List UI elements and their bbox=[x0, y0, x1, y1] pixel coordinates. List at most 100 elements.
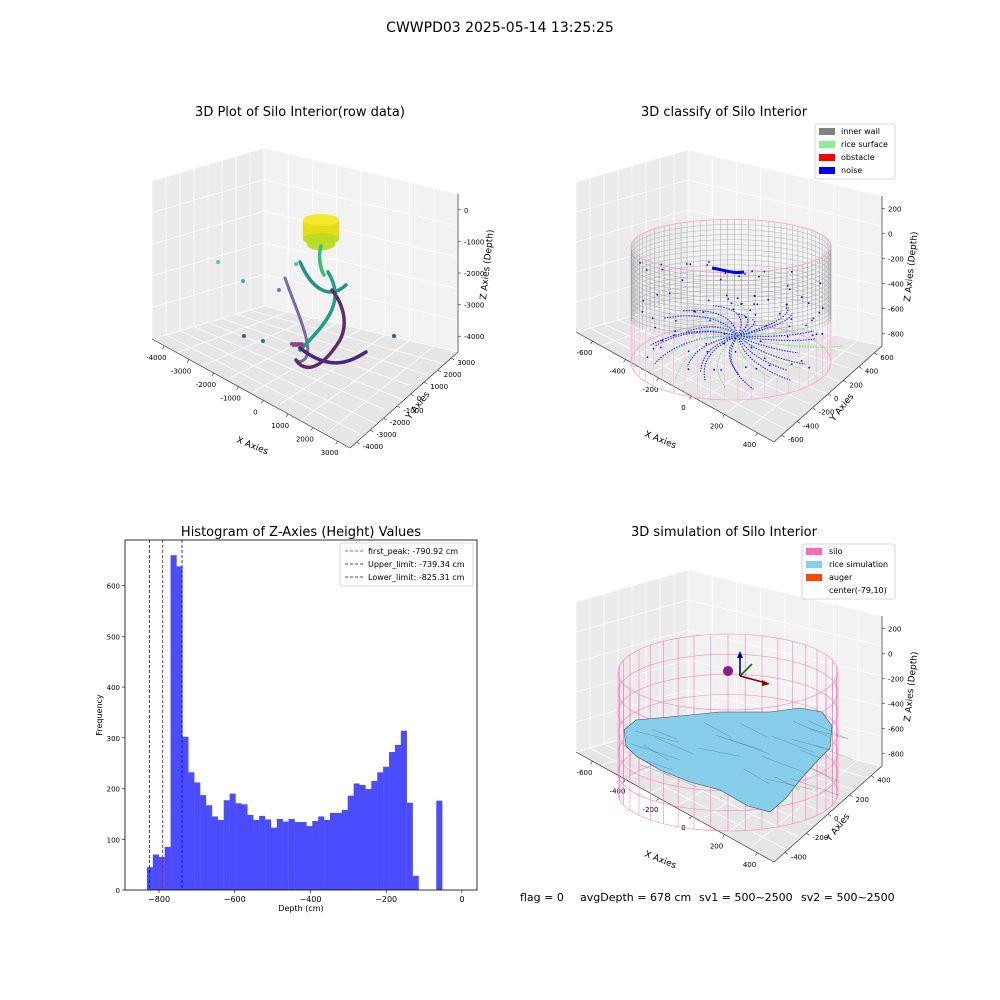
raw-y-tick bbox=[356, 441, 360, 445]
raw-grid-line bbox=[249, 309, 445, 365]
classify-noise-point bbox=[687, 350, 690, 353]
raw-x-tick bbox=[236, 386, 239, 390]
classify-x-tick-label: -600 bbox=[577, 349, 593, 357]
raw-point bbox=[261, 339, 265, 343]
classify-noise-point bbox=[788, 288, 791, 291]
raw-point bbox=[277, 288, 281, 292]
classify-noise-point bbox=[687, 368, 690, 371]
classify-noise-point bbox=[811, 334, 814, 337]
classify-noise-point bbox=[790, 363, 793, 365]
legend-label-rice-surface: rice surface bbox=[841, 140, 888, 149]
classify-noise-point bbox=[821, 307, 824, 309]
legend-label-noise: noise bbox=[841, 166, 862, 175]
classify-point-curve bbox=[675, 335, 739, 379]
raw-point bbox=[392, 334, 396, 338]
classify-point-curve bbox=[737, 306, 783, 337]
raw-plot-title: 3D Plot of Silo Interior(row data) bbox=[195, 105, 405, 120]
classify-y-tick bbox=[858, 366, 863, 369]
classify-point-curve bbox=[717, 335, 739, 388]
classify-noise-point bbox=[734, 337, 737, 340]
classify-y-tick bbox=[843, 380, 847, 383]
raw-y-tick-label: 2000 bbox=[444, 371, 462, 379]
raw-grid-line bbox=[151, 179, 459, 226]
classify-y-tick bbox=[812, 407, 816, 410]
classify-noise-point bbox=[707, 299, 710, 302]
simulation-y-tick bbox=[784, 852, 788, 855]
raw-point bbox=[242, 334, 246, 338]
classify-noise-point bbox=[765, 325, 768, 327]
classify-noise-point bbox=[738, 275, 740, 278]
simulation-rice-mesh bbox=[635, 730, 679, 743]
raw-point-curve bbox=[294, 288, 346, 370]
raw-grid-line bbox=[151, 242, 459, 290]
histogram-y-axis-label: Frequency bbox=[95, 694, 104, 736]
classify-noise-point bbox=[661, 339, 664, 342]
simulation-rice-mesh bbox=[809, 768, 839, 782]
classify-noise-point bbox=[763, 270, 766, 273]
simulation-z-tick-label: -400 bbox=[888, 701, 904, 709]
classify-wall-ring bbox=[630, 274, 832, 319]
histogram-bar bbox=[365, 789, 372, 890]
simulation-grid-line bbox=[589, 747, 788, 851]
histogram-bar bbox=[194, 782, 201, 890]
histogram-bar bbox=[394, 744, 402, 890]
simulation-rice-mesh bbox=[790, 778, 839, 796]
classify-point-curve bbox=[737, 335, 791, 381]
classify-noise-point bbox=[706, 264, 709, 266]
classify-noise-point bbox=[756, 303, 759, 306]
simulation-x-tick-label: -400 bbox=[610, 788, 626, 796]
simulation-rice-mesh bbox=[800, 749, 822, 759]
histogram-title: Histogram of Z-Axies (Height) Values bbox=[181, 525, 421, 540]
classify-noise-point bbox=[734, 351, 737, 353]
raw-z-tick-label: -1000 bbox=[464, 238, 484, 246]
classify-noise-point bbox=[821, 333, 824, 335]
classify-x-tick bbox=[623, 359, 626, 363]
raw-point bbox=[241, 279, 245, 283]
simulation-x-tick bbox=[755, 852, 758, 856]
raw-x-tick bbox=[186, 359, 190, 363]
classify-y-tick bbox=[781, 434, 785, 438]
histogram-bar bbox=[400, 730, 407, 890]
classify-point-curve bbox=[737, 330, 814, 337]
simulation-grid-line bbox=[575, 629, 883, 677]
simulation-rice-mesh bbox=[772, 736, 815, 753]
classify-wall-ring bbox=[630, 284, 832, 327]
simulation-x-tick bbox=[689, 816, 692, 820]
histogram-bar bbox=[377, 772, 384, 890]
simulation-rice-mesh bbox=[815, 745, 853, 760]
classify-grid-line bbox=[631, 315, 829, 395]
raw-point-curve bbox=[283, 276, 310, 364]
classify-legend: inner wall rice surface obstacle noise bbox=[814, 123, 896, 180]
raw-y-tick-label: 0 bbox=[417, 395, 421, 403]
histogram-bar bbox=[389, 752, 396, 890]
classify-wall-ring bbox=[630, 295, 832, 335]
classify-x-tick bbox=[755, 432, 758, 436]
raw-grid-line bbox=[151, 147, 459, 195]
classify-y-tick-label: 0 bbox=[834, 395, 838, 403]
classify-point-curve bbox=[737, 335, 799, 354]
raw-grid-line bbox=[165, 334, 364, 437]
histogram-bar bbox=[235, 803, 242, 890]
simulation-rice-mesh bbox=[761, 756, 805, 773]
raw-point-curve bbox=[298, 270, 337, 352]
raw-y-tick bbox=[451, 357, 455, 361]
classify-noise-point bbox=[705, 342, 708, 345]
classify-z-tick-label: -800 bbox=[888, 331, 904, 339]
classify-noise-point bbox=[723, 332, 726, 335]
classify-noise-point bbox=[639, 261, 641, 264]
classify-noise-point bbox=[668, 292, 671, 295]
classify-point-curve bbox=[712, 305, 742, 337]
classify-noise-point bbox=[768, 364, 771, 367]
classify-x-tick-label: -200 bbox=[643, 386, 659, 394]
classify-noise-point bbox=[708, 261, 710, 263]
classify-z-axis-label: Z Axies (Depth) bbox=[903, 231, 920, 302]
classify-plot-title: 3D classify of Silo Interior bbox=[641, 105, 808, 120]
histogram-bar bbox=[206, 805, 213, 890]
classify-noise-point bbox=[681, 279, 684, 281]
classify-noise-point bbox=[788, 325, 791, 328]
histogram-bar bbox=[229, 793, 236, 890]
legend-label-obstacle: obstacle bbox=[841, 153, 875, 162]
classify-noise-point bbox=[706, 350, 709, 353]
classify-point-curve bbox=[664, 315, 739, 337]
classify-noise-point bbox=[818, 311, 821, 314]
